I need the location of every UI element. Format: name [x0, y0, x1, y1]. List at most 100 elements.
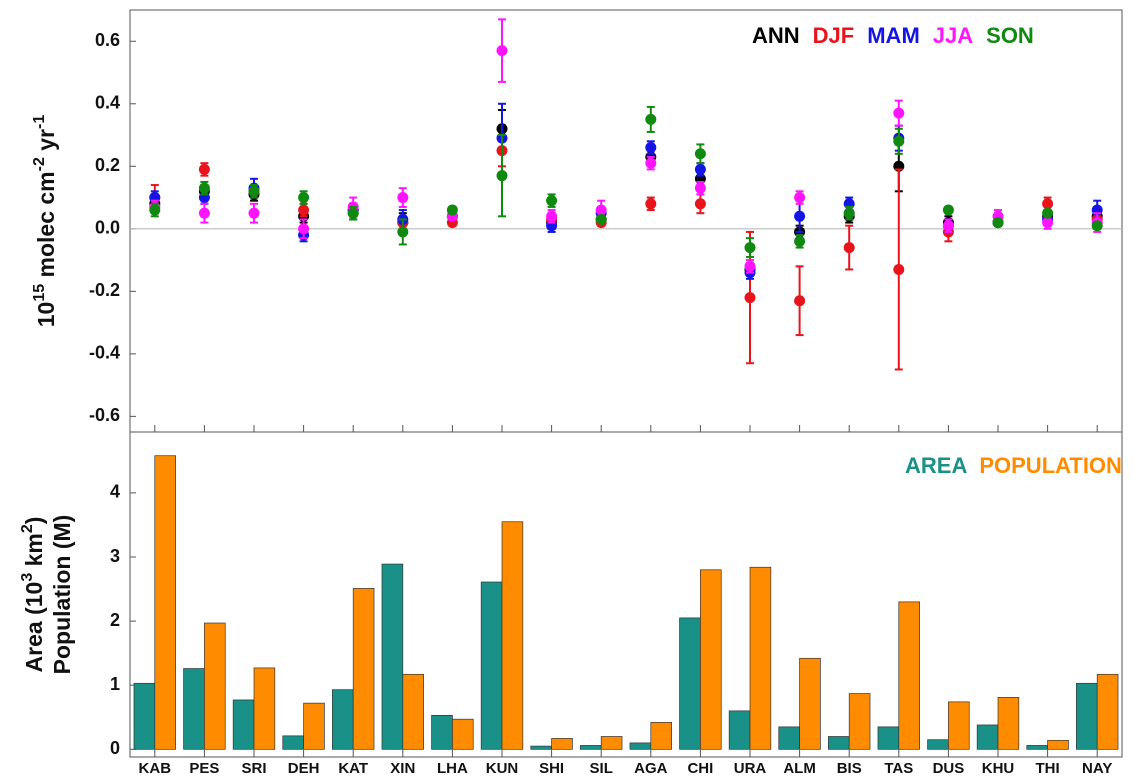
- point: [942, 204, 954, 216]
- y-axis-label-part: 15: [31, 284, 48, 302]
- bar: [1047, 739, 1069, 750]
- bar: [778, 726, 800, 750]
- y-tick-label: 0.0: [95, 218, 120, 238]
- point: [546, 210, 558, 222]
- y-tick-label: -0.6: [89, 405, 120, 425]
- y-axis-label-part: molec cm: [33, 171, 59, 284]
- x-tick-label: BIS: [837, 760, 862, 777]
- point: [744, 260, 756, 272]
- y-tick-label: -0.2: [89, 280, 120, 300]
- point: [1042, 207, 1054, 219]
- bar: [332, 689, 354, 750]
- point: [694, 148, 706, 160]
- bar: [303, 702, 325, 750]
- y-axis-label-part: Area (10: [21, 582, 47, 673]
- y-tick-label: 3: [110, 546, 120, 566]
- point: [298, 223, 310, 235]
- point: [397, 192, 409, 204]
- legend-label: DJF: [813, 23, 855, 48]
- bar: [1026, 745, 1048, 750]
- point: [248, 207, 260, 219]
- x-tick-label: CHI: [687, 760, 713, 777]
- x-tick-label: KAT: [338, 760, 368, 777]
- point: [198, 163, 210, 175]
- point: [893, 135, 905, 147]
- y-tick-label: 0.2: [95, 155, 120, 175]
- bar: [402, 673, 424, 750]
- x-tick-label: SRI: [241, 760, 266, 777]
- bar: [183, 668, 205, 750]
- y-axis-label: Population (M): [49, 515, 75, 675]
- legend-label: SON: [986, 23, 1034, 48]
- y-axis-label-part: yr: [33, 129, 59, 157]
- y-tick-label: 0: [110, 738, 120, 758]
- legend-label: ANN: [752, 23, 800, 48]
- point: [694, 182, 706, 194]
- bar: [948, 701, 970, 750]
- plot-frame: [129, 431, 1123, 758]
- legend-label: MAM: [867, 23, 920, 48]
- point: [744, 242, 756, 254]
- bar: [700, 569, 722, 750]
- y-tick-label: 4: [110, 482, 120, 502]
- point: [446, 204, 458, 216]
- point: [595, 204, 607, 216]
- point: [645, 113, 657, 125]
- bar: [1096, 673, 1119, 750]
- point: [1042, 217, 1054, 229]
- point: [198, 207, 210, 219]
- point: [347, 207, 359, 219]
- point: [645, 142, 657, 154]
- x-tick-label: KUN: [486, 760, 519, 777]
- y-axis-label-part: 2: [19, 524, 36, 533]
- bar: [650, 722, 672, 750]
- point: [298, 204, 310, 216]
- bar: [480, 581, 503, 750]
- plot-frame: [129, 9, 1123, 433]
- y-tick-label: 1: [110, 674, 120, 694]
- bar: [551, 738, 573, 750]
- x-tick-label: DUS: [933, 760, 965, 777]
- point: [694, 198, 706, 210]
- y-axis-label-part: km: [21, 533, 47, 573]
- point: [893, 263, 905, 275]
- y-axis-label-part: 10: [33, 302, 59, 328]
- bar: [927, 739, 949, 750]
- x-tick-label: DEH: [288, 760, 320, 777]
- x-tick-label: AGA: [634, 760, 668, 777]
- x-tick-label: KHU: [982, 760, 1015, 777]
- point: [843, 242, 855, 254]
- x-tick-label: XIN: [390, 760, 415, 777]
- x-tick-label: ALM: [783, 760, 816, 777]
- point: [1042, 198, 1054, 210]
- point: [198, 182, 210, 194]
- bar: [253, 667, 276, 750]
- point: [397, 226, 409, 238]
- bar: [232, 699, 255, 750]
- x-tick-label: SIL: [590, 760, 613, 777]
- point: [595, 213, 607, 225]
- bar: [452, 718, 474, 750]
- point: [794, 192, 806, 204]
- x-tick-label: PES: [189, 760, 219, 777]
- bar: [133, 682, 156, 750]
- bar: [530, 745, 552, 750]
- bar: [282, 735, 304, 750]
- bar: [898, 601, 920, 750]
- point: [843, 207, 855, 219]
- bar: [204, 622, 226, 750]
- y-axis-label: Area (103 km2): [19, 517, 47, 673]
- point: [645, 198, 657, 210]
- bar: [877, 726, 900, 750]
- x-tick-label: TAS: [884, 760, 913, 777]
- point: [794, 235, 806, 247]
- legend-label: AREA: [905, 453, 967, 478]
- bar: [828, 736, 850, 750]
- y-axis-label: 1015 molec cm-2 yr-1: [31, 115, 59, 328]
- point: [298, 192, 310, 204]
- point: [942, 220, 954, 232]
- point: [744, 292, 756, 304]
- bar: [154, 455, 176, 750]
- x-tick-label: KAB: [139, 760, 172, 777]
